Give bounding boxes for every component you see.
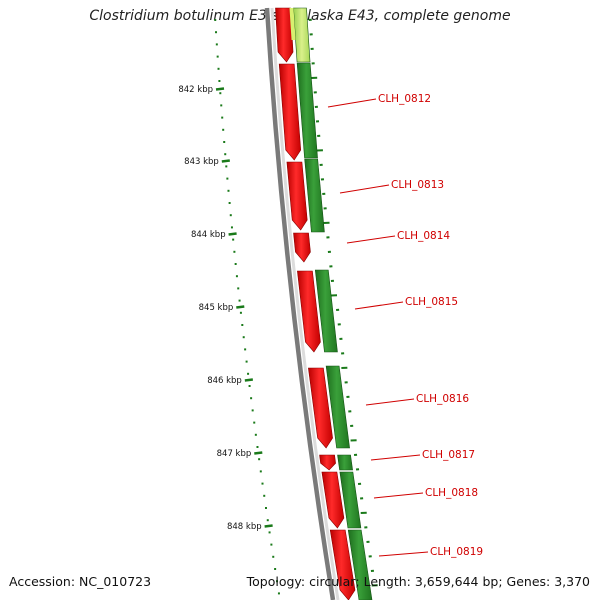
ruler-tick xyxy=(244,378,253,382)
reverse-gene-small xyxy=(289,8,296,40)
gene-label: CLH_0813 xyxy=(391,179,444,191)
reverse-gene-0 xyxy=(293,7,311,63)
forward-gene-0 xyxy=(275,7,294,63)
accession-text: Accession: NC_010723 xyxy=(9,574,152,589)
reverse-gene-5 xyxy=(337,454,353,471)
forward-gene-8 xyxy=(329,529,356,600)
outer-dot-track xyxy=(308,18,378,587)
leader-line xyxy=(327,98,377,108)
forward-gene-6 xyxy=(319,454,336,471)
gene-label: CLH_0816 xyxy=(416,393,469,405)
forward-gene-5 xyxy=(308,367,333,449)
forward-gene-2 xyxy=(286,161,308,231)
ruler-label: 844 kbp xyxy=(191,230,226,240)
forward-gene-7 xyxy=(321,471,345,529)
leader-line xyxy=(373,492,424,499)
reverse-gene-4 xyxy=(325,365,350,449)
ruler-label: 842 kbp xyxy=(178,85,213,95)
leader-line xyxy=(365,398,415,406)
ruler-label: 843 kbp xyxy=(184,157,219,167)
leader-line xyxy=(339,184,390,194)
ruler-tick xyxy=(264,524,273,528)
ruler-label: 846 kbp xyxy=(207,376,242,386)
reverse-gene-3 xyxy=(314,269,338,353)
gene-label: CLH_0817 xyxy=(422,449,475,461)
leader-line xyxy=(354,301,404,310)
backbone-ring-inner xyxy=(270,7,340,600)
ruler-label: 848 kbp xyxy=(227,522,262,532)
ruler-tick xyxy=(221,159,230,163)
ruler-tick xyxy=(236,305,245,309)
gene-label: CLH_0819 xyxy=(430,546,483,558)
gene-label: CLH_0814 xyxy=(397,230,450,242)
backbone-ring xyxy=(264,7,336,600)
ruler-tick xyxy=(254,451,263,455)
forward-gene-3 xyxy=(293,232,311,263)
ruler-label: 845 kbp xyxy=(199,303,234,313)
ruler-labels: 842 kbp 843 kbp 844 kbp 845 kbp 846 kbp 847 k… xyxy=(178,85,261,532)
leader-line xyxy=(378,551,429,557)
reverse-gene-7 xyxy=(347,529,373,600)
ruler-tick xyxy=(228,232,237,236)
gene-label: CLH_0812 xyxy=(378,93,431,105)
reverse-gene-1 xyxy=(296,62,318,159)
gene-label: CLH_0818 xyxy=(425,487,478,499)
forward-gene-1 xyxy=(278,63,302,161)
gene-label: CLH_0815 xyxy=(405,296,458,308)
label-leader-lines xyxy=(327,98,429,557)
forward-gene-4 xyxy=(297,270,321,353)
ruler-label: 847 kbp xyxy=(217,449,252,459)
gene-labels: CLH_0812 CLH_0813 CLH_0814 CLH_0815 CLH_0816… xyxy=(378,93,483,558)
ruler-tick xyxy=(215,87,225,91)
reverse-strand-track xyxy=(289,7,373,600)
reverse-gene-6 xyxy=(339,471,362,529)
leader-line xyxy=(370,454,421,461)
forward-strand-track xyxy=(275,7,356,600)
ruler-ticks xyxy=(214,19,280,595)
genome-summary-text: Topology: circular; Length: 3,659,644 bp… xyxy=(246,574,590,589)
reverse-gene-2 xyxy=(304,158,325,233)
leader-line xyxy=(346,235,396,244)
